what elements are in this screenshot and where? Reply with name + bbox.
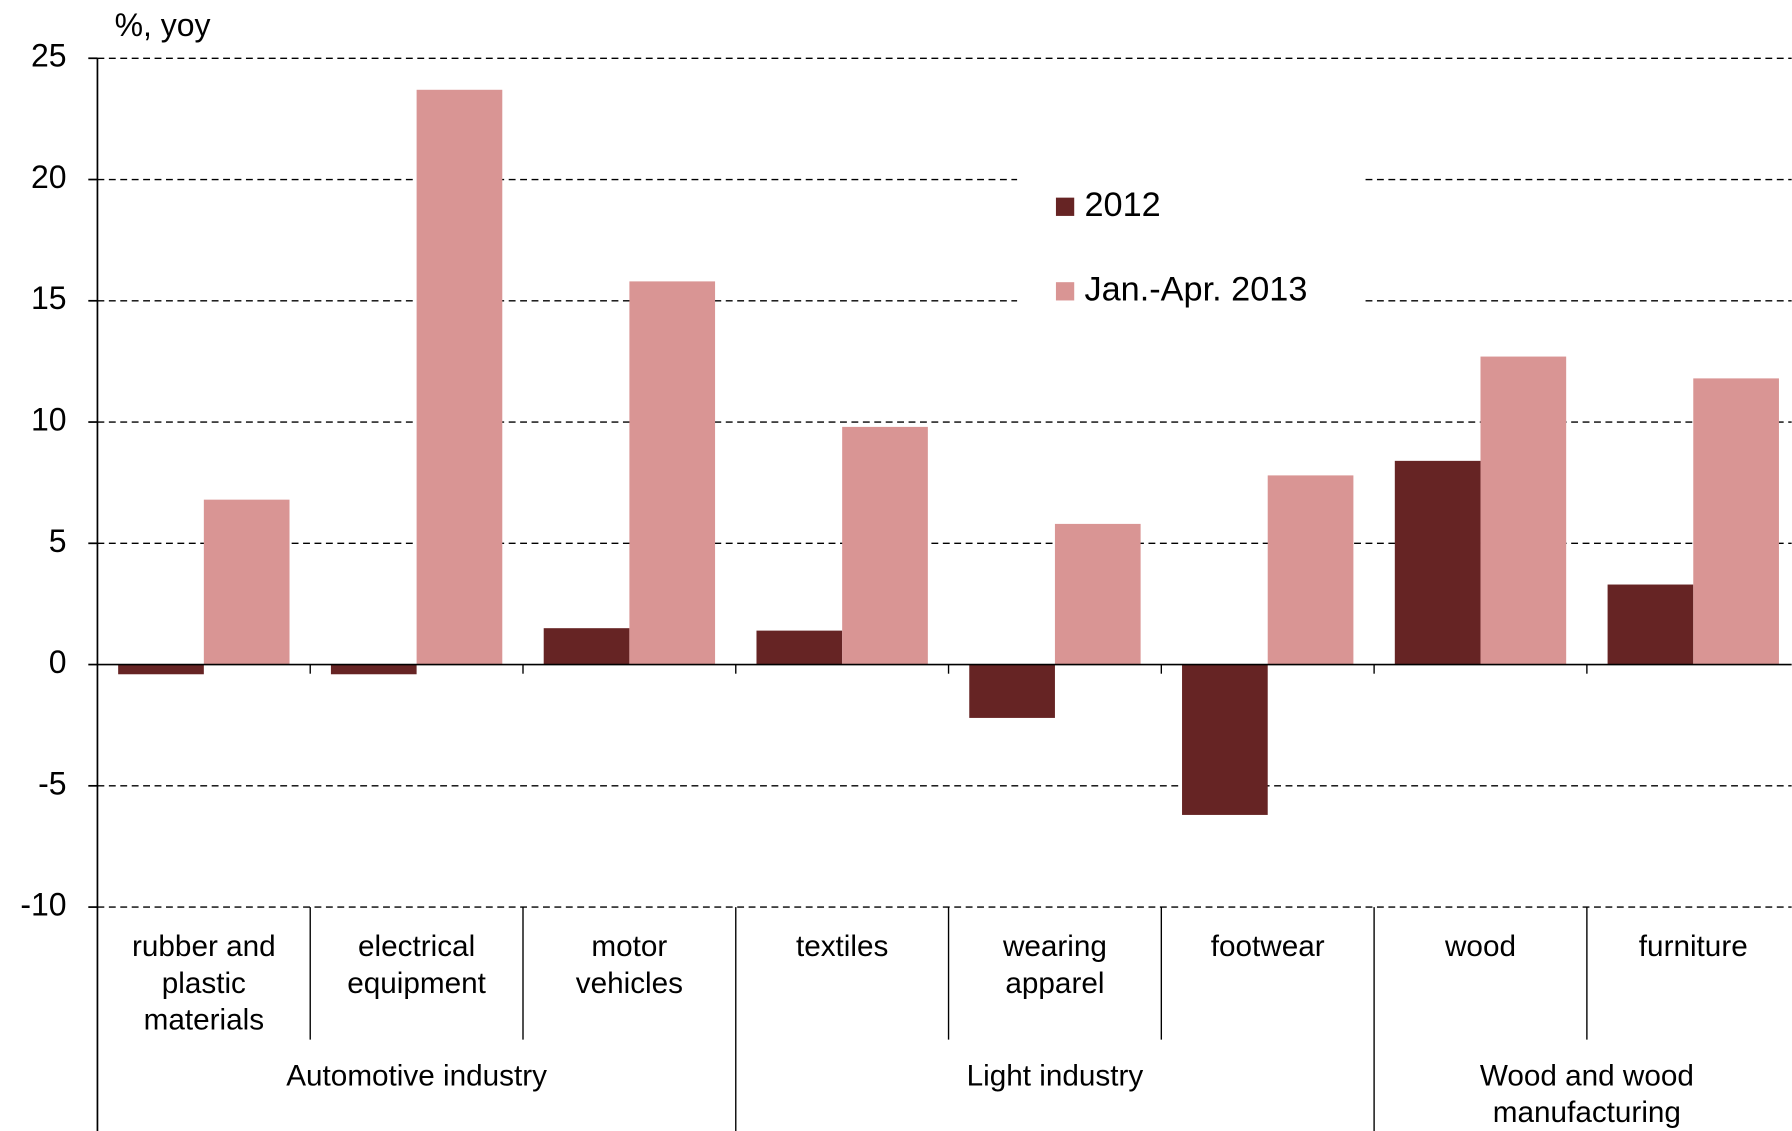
bar (1607, 584, 1694, 665)
y-tick-label: 15 (31, 280, 67, 316)
bar (629, 281, 716, 665)
bar (1267, 475, 1354, 665)
legend-label: 2012 (1085, 186, 1161, 224)
bar (1394, 460, 1481, 665)
y-axis-label: %, yoy (115, 7, 211, 43)
bar (842, 426, 928, 665)
legend-swatch (1055, 282, 1075, 301)
bar (543, 628, 630, 665)
bar (756, 630, 843, 665)
bar (1693, 378, 1779, 665)
x-tick-label: footwear (1211, 930, 1325, 963)
x-tick-label: electrical equipment (347, 930, 486, 1000)
y-tick-label: 25 (31, 38, 67, 74)
bar (203, 499, 290, 665)
x-tick-label: wearing apparel (1002, 930, 1107, 1000)
x-tick-label: wood (1444, 930, 1516, 963)
bar (969, 664, 1055, 718)
y-tick-label: 10 (31, 401, 67, 437)
x-tick-label: furniture (1639, 930, 1748, 963)
legend-swatch (1055, 197, 1075, 216)
y-tick-label: 0 (49, 644, 67, 680)
bar (1054, 523, 1141, 665)
group-label: Automotive industry (286, 1059, 547, 1092)
legend-label: Jan.-Apr. 2013 (1085, 270, 1308, 308)
group-label: Wood and wood manufacturing (1480, 1059, 1694, 1129)
bar (416, 89, 503, 665)
bar (1480, 356, 1567, 665)
x-tick-label: motor vehicles (576, 930, 683, 1000)
bar (330, 664, 417, 675)
legend-box (1017, 159, 1366, 332)
y-tick-label: -5 (38, 765, 66, 801)
y-tick-label: -10 (20, 887, 66, 923)
bar (1182, 664, 1268, 815)
group-label: Light industry (967, 1059, 1144, 1092)
x-tick-label: textiles (796, 930, 888, 963)
bar (118, 664, 204, 675)
y-tick-label: 5 (49, 523, 67, 559)
x-tick-label: rubber and plastic materials (132, 930, 276, 1036)
y-tick-label: 20 (31, 159, 67, 195)
